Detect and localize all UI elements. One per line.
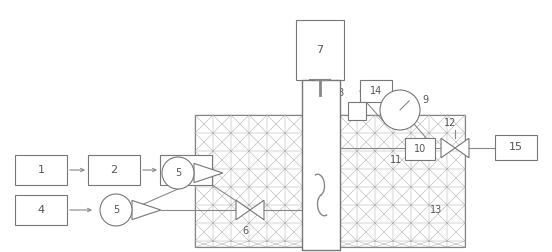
Text: 8: 8 [338,88,344,98]
Bar [360,80,392,102]
Bar [88,155,140,185]
Polygon shape [236,200,250,220]
Polygon shape [132,200,161,219]
Circle shape [162,157,194,189]
Text: 13: 13 [430,205,442,215]
Text: 7: 7 [316,45,323,55]
Polygon shape [194,163,223,183]
Text: 11: 11 [390,155,402,165]
Text: 14: 14 [370,86,382,96]
Circle shape [100,194,132,226]
Text: 6: 6 [242,226,248,236]
Bar [15,195,67,225]
Polygon shape [250,200,264,220]
Text: 2: 2 [110,165,118,175]
Bar [302,80,340,250]
Text: 3: 3 [183,165,189,175]
Text: 9: 9 [422,95,428,105]
Text: 10: 10 [414,144,426,154]
Text: 4: 4 [38,205,45,215]
Bar [405,138,435,160]
Bar [495,135,537,160]
Text: 1: 1 [38,165,45,175]
Text: 15: 15 [509,142,523,152]
Bar [15,155,67,185]
Bar [160,155,212,185]
Polygon shape [455,138,469,158]
Text: 5: 5 [175,168,181,178]
Bar [348,102,366,120]
Bar [296,20,344,80]
Text: 5: 5 [113,205,119,215]
Circle shape [380,90,420,130]
Polygon shape [441,138,455,158]
Text: 12: 12 [444,118,456,128]
Bar [195,115,465,247]
